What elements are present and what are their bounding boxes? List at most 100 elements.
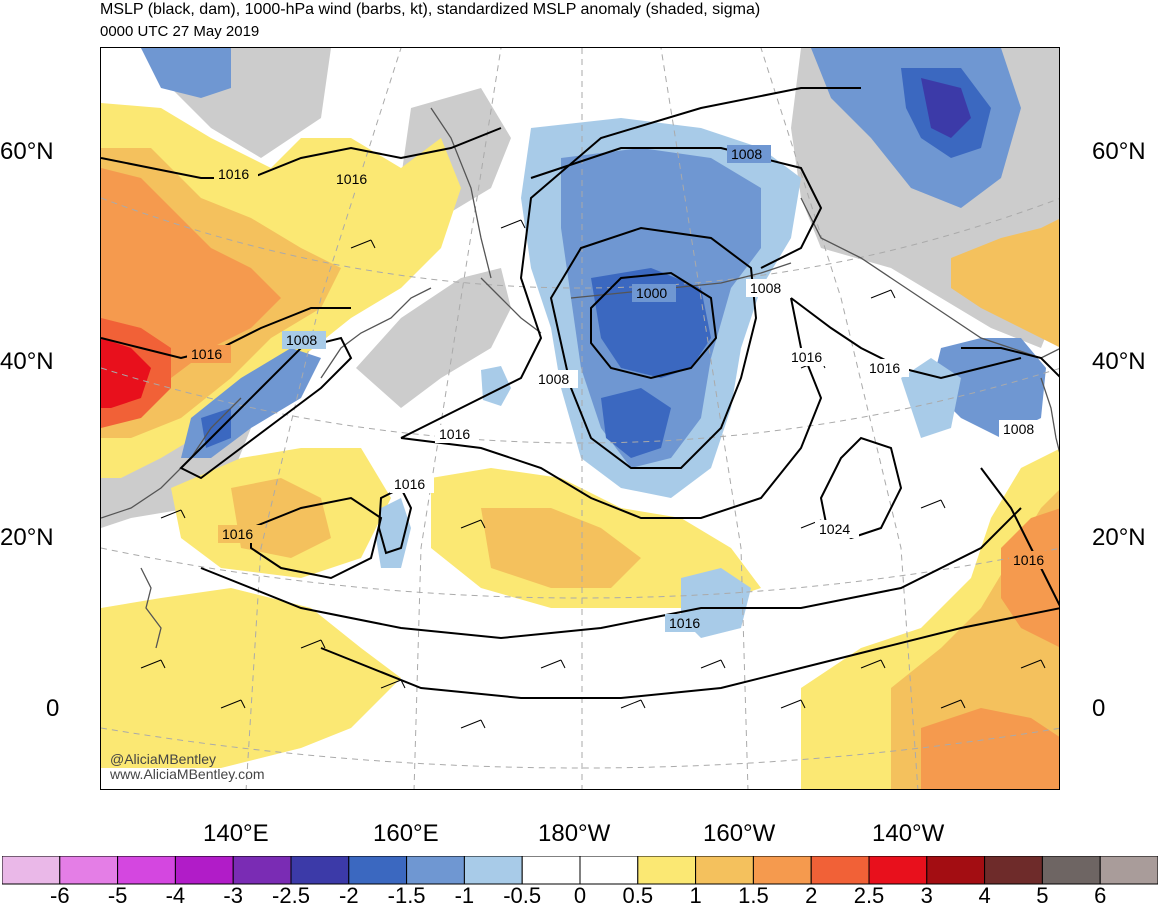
wind-barb	[380, 679, 406, 689]
wind-barb	[460, 519, 486, 529]
positive-anomaly-center-orange	[481, 508, 641, 588]
contour-label: 1008	[286, 332, 317, 348]
contour-label: 1000	[636, 285, 667, 301]
contour-label: 1016	[869, 360, 900, 376]
wind-barb	[540, 659, 566, 669]
contour-label: 1008	[731, 146, 762, 162]
lon-label-140e: 140°E	[203, 820, 269, 847]
wind-barb	[220, 699, 246, 709]
negative-anomaly-northwest	[141, 48, 231, 98]
isobar-1008-japan	[179, 336, 353, 480]
colorbar-label: -6	[50, 883, 70, 908]
isobar-1016-east-2	[980, 467, 1059, 607]
colorbar-swatch	[1099, 856, 1158, 885]
contour-label: 1016	[791, 349, 822, 365]
colorbar-swatch	[752, 856, 812, 885]
coast-asia	[101, 397, 242, 519]
colorbar-label: 0	[573, 883, 587, 908]
colorbar-swatch	[117, 856, 176, 885]
colorbar-label: -0.5	[503, 883, 542, 908]
map-subtitle: 0000 UTC 27 May 2019	[100, 23, 260, 40]
negative-anomaly-aleutian-south	[601, 388, 671, 458]
isobar-1008-east	[961, 347, 1059, 378]
isobars	[101, 87, 1059, 699]
lat-label-20n-right: 20°N	[1092, 524, 1146, 551]
credit: @AliciaMBentley www.AliciaMBentley.com	[110, 752, 265, 782]
isobar-1016-lower	[320, 607, 1059, 699]
coastlines	[101, 107, 1059, 649]
lon-label-180w: 180°W	[538, 820, 611, 847]
colorbar-swatch	[174, 856, 234, 885]
colorbar-swatch	[695, 856, 754, 885]
coast-japan	[320, 287, 432, 379]
colorbar-swatch	[868, 856, 928, 885]
wind-barb	[940, 699, 966, 709]
colorbar-label: 1	[689, 883, 702, 908]
negative-anomaly-east-light	[901, 358, 961, 438]
isobar-1000-low	[590, 271, 718, 380]
isobar-1016-west-1	[101, 127, 502, 179]
wind-barb	[350, 239, 376, 249]
credit-website: www.AliciaMBentley.com	[110, 766, 265, 782]
colorbar-label: 2	[805, 883, 818, 908]
lat-label-0-left: 0	[46, 695, 60, 722]
contour-label: 1016	[191, 346, 222, 362]
colorbar-swatch	[579, 856, 639, 885]
colorbar-label: 5	[1036, 883, 1049, 908]
negative-anomaly-small-1	[481, 366, 511, 406]
colorbar-swatch	[637, 856, 697, 885]
colorbar-label: -1.5	[387, 883, 426, 908]
wind-barb	[460, 719, 486, 729]
colorbar-swatch	[290, 856, 350, 885]
coast-philippines	[140, 567, 162, 649]
negative-anomaly-east	[931, 338, 1046, 438]
colorbar-label: 2.5	[853, 883, 885, 908]
contour-label: 1008	[1003, 421, 1034, 437]
colorbar	[2, 856, 1158, 885]
wind-barb	[300, 639, 326, 649]
coast-kuril	[480, 277, 542, 334]
positive-anomaly-west-core	[101, 338, 151, 408]
wind-barb	[870, 289, 896, 299]
map-canvas: 1016 1016 1008 1008 1000 1008 1008 1016 …	[101, 48, 1059, 789]
colorbar-label: -5	[107, 883, 128, 908]
wind-barb	[1020, 659, 1046, 669]
coast-alaska	[800, 197, 1059, 359]
negative-anomaly-aleutian-strong	[591, 268, 711, 378]
contour-labels: 1016 1016 1008 1008 1000 1008 1008 1016 …	[187, 145, 1053, 632]
colorbar-swatch	[984, 856, 1043, 885]
isobar-1016-large	[200, 507, 1022, 640]
colorbar-swatch	[463, 856, 523, 885]
parallel-40n	[101, 367, 1059, 444]
negative-anomaly-north-strong	[921, 78, 971, 138]
contour-label: 1016	[439, 426, 470, 442]
colorbar-swatch	[2, 856, 61, 885]
coast-aleutians	[570, 262, 792, 299]
wind-barb	[160, 509, 186, 519]
isobar-1016-main	[400, 87, 861, 439]
lat-label-60n-left: 60°N	[0, 138, 54, 165]
contour-label: 1016	[669, 615, 700, 631]
negative-anomaly-japan-core	[201, 408, 231, 448]
contour-label: 1016	[222, 526, 253, 542]
meridian-140w	[760, 48, 919, 789]
wind-barbs	[140, 219, 1046, 729]
colorbar-label: 0.5	[622, 883, 654, 908]
contour-label: 1024	[819, 521, 850, 537]
map-title: MSLP (black, dam), 1000-hPa wind (barbs,…	[100, 1, 761, 18]
colorbar-label: 3	[920, 883, 933, 908]
colorbar-swatch	[1041, 856, 1101, 885]
colorbar-label: 1.5	[738, 883, 769, 908]
wind-barb	[860, 659, 886, 669]
colorbar-label: -2	[339, 883, 359, 908]
isobar-1008-north	[530, 147, 823, 269]
colorbar-swatch	[406, 856, 465, 885]
land-shading-japan	[356, 268, 511, 408]
credit-handle: @AliciaMBentley	[110, 751, 217, 767]
contour-label: 1016	[336, 171, 367, 187]
colorbar-swatch	[926, 856, 986, 885]
meridian-160e	[413, 48, 502, 789]
contour-label: 1016	[218, 166, 249, 182]
colorbar-label: -3	[223, 883, 243, 908]
lat-label-0-right: 0	[1092, 695, 1106, 722]
